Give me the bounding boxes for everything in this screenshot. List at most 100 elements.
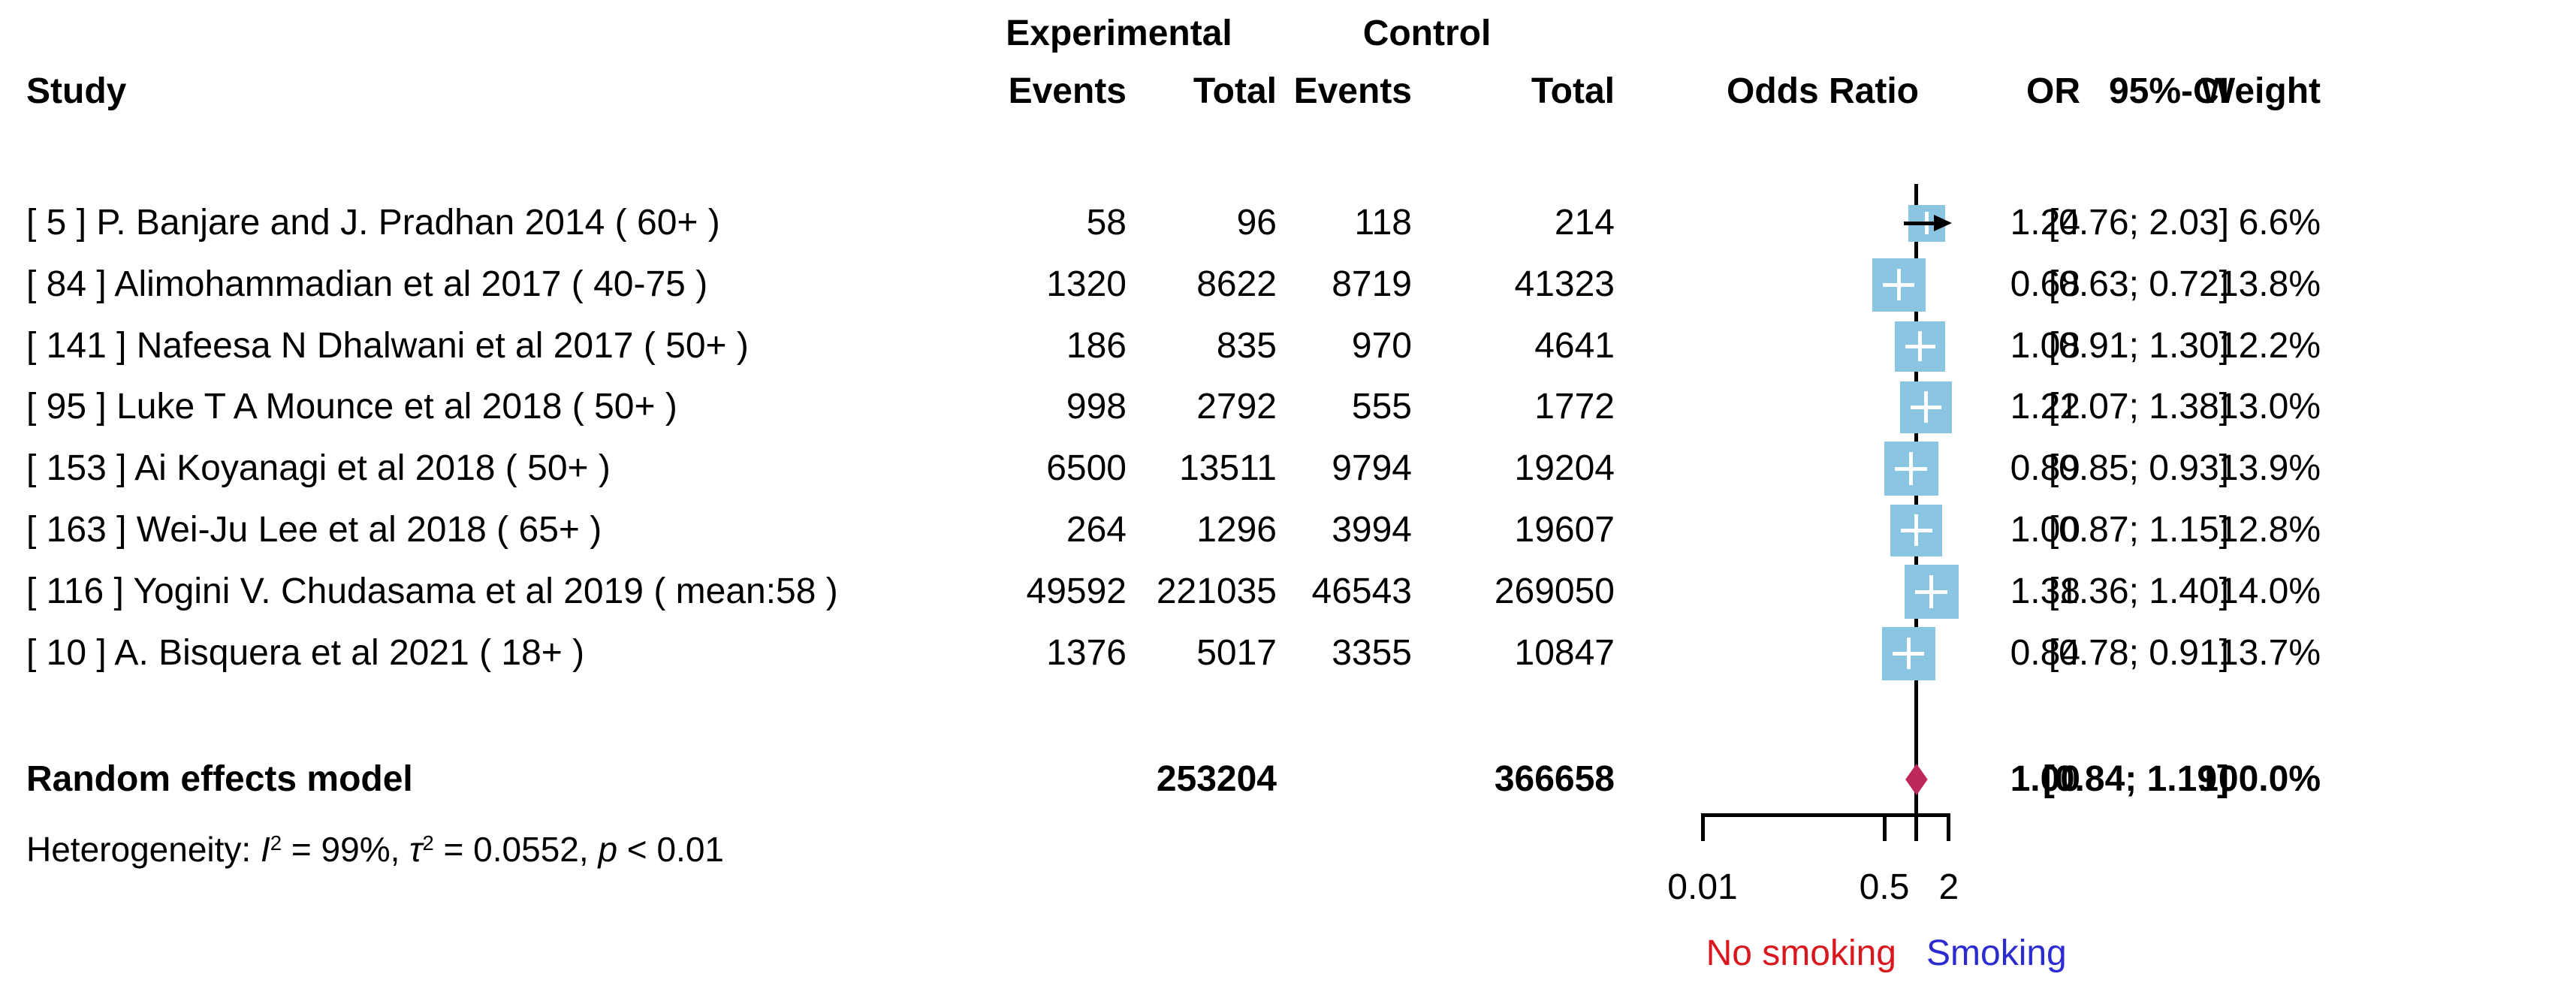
ci-cell: [1.07; 1.38] xyxy=(2048,387,2229,427)
weight-cell: 12.8% xyxy=(2218,510,2321,550)
ctrl-events-cell: 555 xyxy=(1351,387,1412,427)
exp-events-cell: 49592 xyxy=(1026,571,1127,611)
weight-cell: 13.7% xyxy=(2218,633,2321,673)
or-square-marker xyxy=(1884,442,1938,496)
summary-ci-value: [0.84; 1.19] xyxy=(2042,759,2229,799)
exp-events-cell: 1320 xyxy=(1046,264,1127,304)
heterogeneity-part: I xyxy=(260,830,270,870)
weight-cell: 13.8% xyxy=(2218,264,2321,304)
header-or: OR xyxy=(2026,71,2080,111)
ci-cell: [1.36; 1.40] xyxy=(2048,571,2229,611)
study-label: [ 84 ] Alimohammadian et al 2017 ( 40-75… xyxy=(26,264,708,304)
ci-cell: [0.85; 0.93] xyxy=(2048,448,2229,488)
ci-whisker xyxy=(1903,221,1935,225)
or-square-marker xyxy=(1872,258,1926,312)
ctrl-events-cell: 46543 xyxy=(1311,571,1412,611)
ctrl-total-cell: 4641 xyxy=(1534,326,1615,366)
or-square-marker xyxy=(1904,565,1959,619)
exp-events-cell: 58 xyxy=(1086,203,1127,243)
heterogeneity-part: p xyxy=(598,830,618,870)
ctrl-total-cell: 41323 xyxy=(1514,264,1615,304)
or-cell: 0.89 xyxy=(2010,448,2080,488)
ctrl-events-cell: 970 xyxy=(1351,326,1412,366)
ctrl-events-cell: 118 xyxy=(1354,203,1412,243)
weight-cell: 12.2% xyxy=(2218,326,2321,366)
ctrl-events-cell: 3994 xyxy=(1332,510,1412,550)
exp-total-cell: 221035 xyxy=(1156,571,1277,611)
or-cell: 0.68 xyxy=(2010,264,2080,304)
summary-ctrl-total: 366658 xyxy=(1494,759,1615,799)
exp-events-cell: 1376 xyxy=(1046,633,1127,673)
ctrl-total-cell: 19204 xyxy=(1514,448,1615,488)
exp-total-cell: 8622 xyxy=(1196,264,1277,304)
smoking-label: Smoking xyxy=(1926,933,2067,973)
weight-cell: 6.6% xyxy=(2238,203,2321,243)
study-label: [ 163 ] Wei-Ju Lee et al 2018 ( 65+ ) xyxy=(26,510,602,550)
header-control: Control xyxy=(1362,14,1492,53)
ctrl-total-cell: 214 xyxy=(1554,203,1615,243)
x-axis-tick-label: 0.01 xyxy=(1667,867,1738,907)
ci-cell: [0.76; 2.03] xyxy=(2048,203,2229,243)
ctrl-total-cell: 269050 xyxy=(1494,571,1615,611)
header-experimental: Experimental xyxy=(1006,14,1232,53)
exp-events-cell: 186 xyxy=(1066,326,1127,366)
or-cell: 1.00 xyxy=(2010,510,2080,550)
ctrl-events-cell: 3355 xyxy=(1332,633,1412,673)
exp-events-cell: 264 xyxy=(1066,510,1127,550)
or-cell: 1.08 xyxy=(2010,326,2080,366)
exp-total-cell: 2792 xyxy=(1196,387,1277,427)
x-axis-line xyxy=(1703,813,1949,817)
heterogeneity-part: < 0.01 xyxy=(617,830,724,870)
study-label: [ 153 ] Ai Koyanagi et al 2018 ( 50+ ) xyxy=(26,448,611,488)
exp-events-cell: 998 xyxy=(1066,387,1127,427)
heterogeneity-part: τ xyxy=(409,830,423,870)
exp-total-cell: 96 xyxy=(1236,203,1277,243)
x-axis-tick-label: 0.5 xyxy=(1859,867,1910,907)
x-axis-tick xyxy=(1947,813,1951,841)
ctrl-events-cell: 8719 xyxy=(1332,264,1412,304)
ci-cell: [0.91; 1.30] xyxy=(2048,326,2229,366)
or-cell: 1.22 xyxy=(2010,387,2080,427)
summary-or-value: 1.00 xyxy=(2010,759,2080,799)
summary-exp-total: 253204 xyxy=(1156,759,1277,799)
or-square-marker xyxy=(1895,321,1946,372)
or-cell: 1.38 xyxy=(2010,571,2080,611)
header-study: Study xyxy=(26,71,127,111)
exp-events-cell: 6500 xyxy=(1046,448,1127,488)
weight-cell: 13.9% xyxy=(2218,448,2321,488)
heterogeneity-part: = 0.0552, xyxy=(433,830,599,870)
exp-total-cell: 5017 xyxy=(1196,633,1277,673)
or-square-marker xyxy=(1890,504,1943,556)
summary-label: Random effects model xyxy=(26,759,413,799)
header-exp-total: Total xyxy=(1193,71,1277,111)
header-ctrl-total: Total xyxy=(1531,71,1615,111)
study-label: [ 141 ] Nafeesa N Dhalwani et al 2017 ( … xyxy=(26,326,749,366)
exp-total-cell: 835 xyxy=(1216,326,1277,366)
study-label: [ 10 ] A. Bisquera et al 2021 ( 18+ ) xyxy=(26,633,585,673)
header-exp-events: Events xyxy=(1008,71,1127,111)
or-cell: 1.24 xyxy=(2010,203,2080,243)
heterogeneity-part: 2 xyxy=(422,831,434,855)
header-ci: 95%-CI xyxy=(2108,71,2229,111)
weight-cell: 13.0% xyxy=(2218,387,2321,427)
header-ctrl-events: Events xyxy=(1293,71,1412,111)
ctrl-total-cell: 1772 xyxy=(1534,387,1615,427)
x-axis-tick xyxy=(1882,813,1887,841)
ci-cell: [0.78; 0.91] xyxy=(2048,633,2229,673)
ci-arrow-right-icon xyxy=(1933,215,1952,231)
or-square-marker xyxy=(1899,381,1952,433)
heterogeneity-part: = 99%, xyxy=(282,830,410,870)
heterogeneity-part: 2 xyxy=(270,831,282,855)
summary-weight-value: 100.0% xyxy=(2198,759,2321,799)
exp-total-cell: 13511 xyxy=(1179,448,1277,488)
study-label: [ 116 ] Yogini V. Chudasama et al 2019 (… xyxy=(26,571,838,611)
heterogeneity-stats: Heterogeneity: I2 = 99%, τ2 = 0.0552, p … xyxy=(26,821,724,870)
exp-total-cell: 1296 xyxy=(1196,510,1277,550)
ci-cell: [0.63; 0.72] xyxy=(2048,264,2229,304)
x-axis-tick-label: 2 xyxy=(1938,867,1959,907)
no-smoking-label: No smoking xyxy=(1706,933,1896,973)
x-axis-tick xyxy=(1700,813,1705,841)
header-weight: Weight xyxy=(2200,71,2321,111)
weight-cell: 14.0% xyxy=(2218,571,2321,611)
